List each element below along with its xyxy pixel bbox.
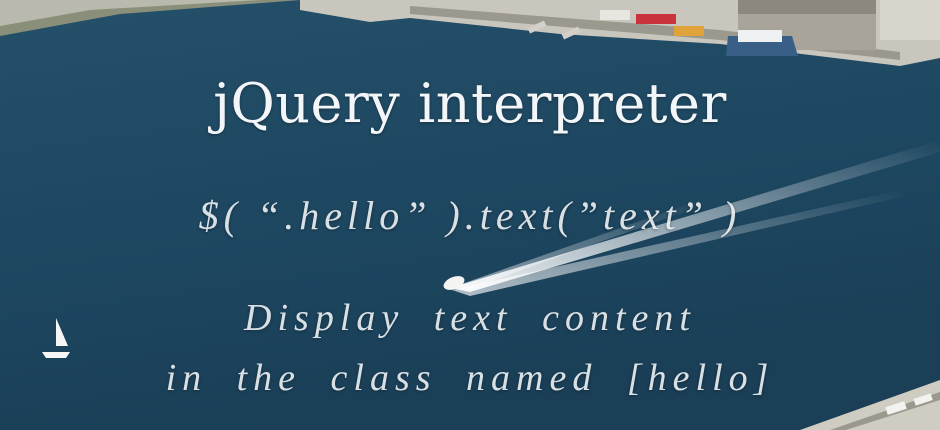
description-line-2: in the class named [hello]	[165, 357, 775, 399]
description-line-1: Display text content	[244, 297, 696, 339]
page-title: jQuery interpreter	[213, 72, 727, 135]
jquery-code-snippet: $( “.hello” ).text(”text” )	[198, 193, 742, 238]
